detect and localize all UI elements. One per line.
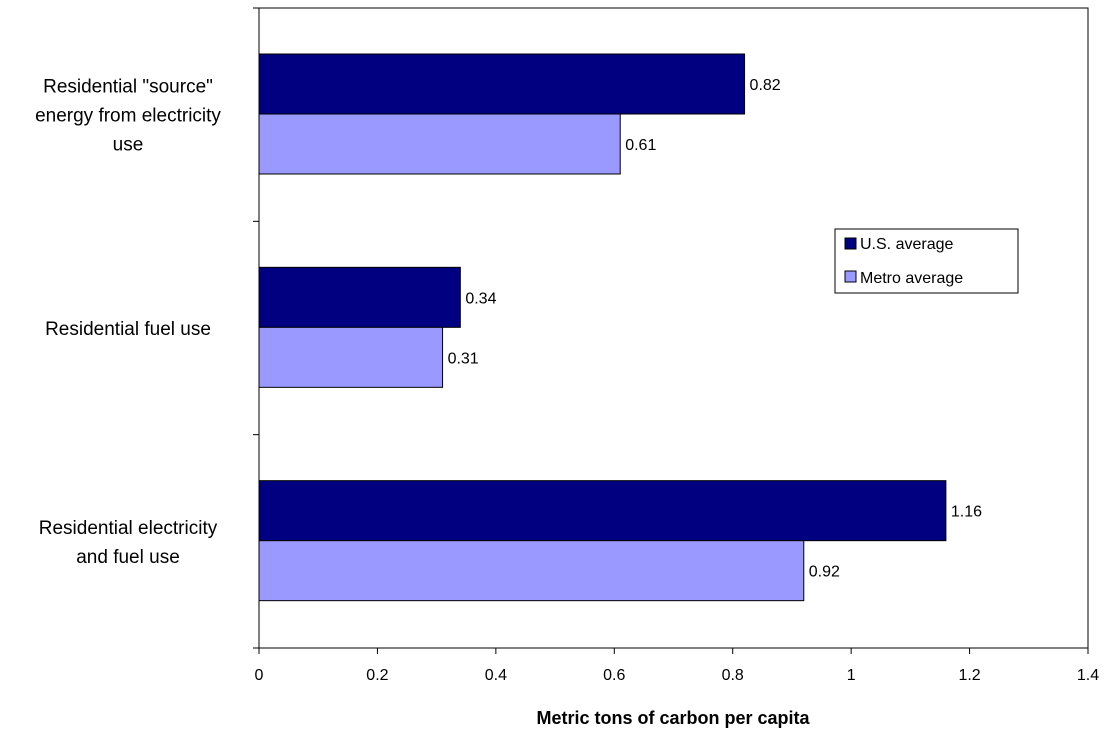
bar-metro-average-2 [258,540,805,602]
bar-metro-average-1 [258,326,444,388]
value-label-u-s-average-2: 1.16 [951,504,982,521]
legend-swatch-us-average [844,237,857,250]
x-tick-label-4: 0.8 [722,667,744,684]
x-tick-label-5: 1 [847,667,856,684]
value-label-metro-average-1: 0.31 [448,350,479,367]
bar-u-s-average-1 [258,266,461,328]
category-label-2: Residential electricity and fuel use [39,518,218,568]
x-tick-label-7: 1.4 [1077,667,1099,684]
legend-label-us-average: U.S. average [860,236,953,253]
x-axis-title: Metric tons of carbon per capita [536,708,810,728]
x-tick-label-6: 1.2 [958,667,980,684]
legend: U.S. average Metro average [834,228,1019,294]
bar-u-s-average-0 [258,53,746,115]
x-tick-label-2: 0.4 [485,667,507,684]
x-tick-label-3: 0.6 [603,667,625,684]
value-label-metro-average-2: 0.92 [809,564,840,581]
bar-metro-average-0 [258,113,621,175]
category-label-1: Residential fuel use [45,319,211,340]
value-label-u-s-average-0: 0.82 [750,77,781,94]
x-tick-label-0: 0 [255,667,264,684]
x-tick-label-1: 0.2 [366,667,388,684]
labels-layer: 0.82 0.61 Residential "source" energy from … [35,77,982,581]
bars-layer [258,53,947,602]
value-label-u-s-average-1: 0.34 [465,290,496,307]
legend-box [834,228,1019,294]
bar-u-s-average-2 [258,480,947,542]
value-label-metro-average-0: 0.61 [625,137,656,154]
legend-swatch-metro-average [844,270,857,283]
legend-label-metro-average: Metro average [860,270,963,287]
axis-layer: 0 0.2 0.4 0.6 0.8 1 1.2 1.4 [253,7,1099,684]
category-label-0: Residential "source" energy from electric… [35,77,221,156]
